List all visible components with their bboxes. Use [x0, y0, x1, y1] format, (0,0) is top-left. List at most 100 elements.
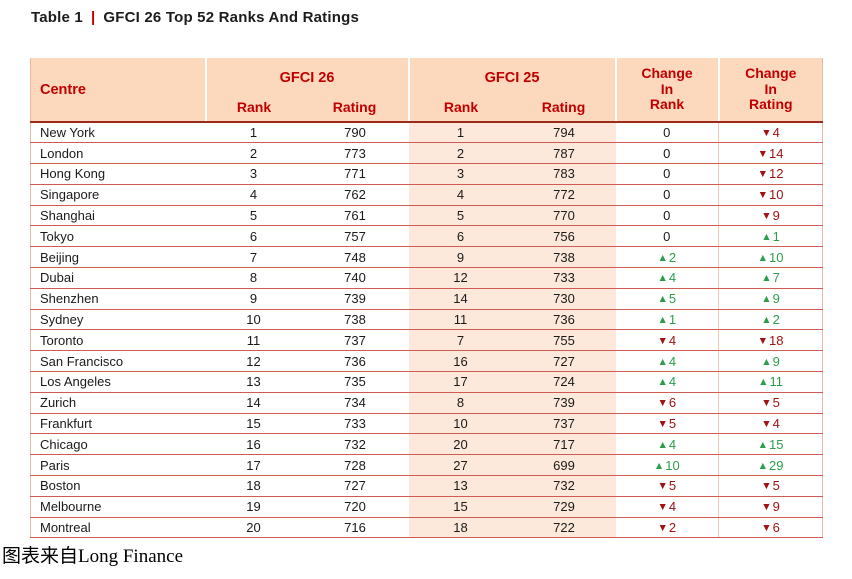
centre-cell: Dubai — [30, 267, 206, 289]
down-arrow-icon: ▼ — [657, 480, 668, 493]
up-arrow-icon: ▲ — [761, 355, 772, 368]
chg-rank-cell: ▲1 — [615, 309, 720, 331]
gfci26-rating-cell: 740 — [301, 267, 409, 289]
change-value: 1 — [668, 312, 677, 328]
table-row: Los Angeles 13 735 17 724 ▲4 ▲11 — [30, 371, 823, 393]
table-row: Beijing 7 748 9 738 ▲2 ▲10 — [30, 246, 823, 269]
gfci25-rating-cell: 772 — [512, 184, 616, 206]
gfci26-rating-cell: 728 — [301, 454, 409, 477]
gfci26-rank-cell: 19 — [205, 496, 302, 518]
change-value: 5 — [668, 416, 677, 432]
chg-rank-cell: 0 — [615, 205, 720, 227]
table-row: Paris 17 728 27 699 ▲10 ▲29 — [30, 454, 823, 477]
centre-cell: San Francisco — [30, 350, 206, 373]
down-arrow-icon: ▼ — [761, 522, 772, 535]
header-gfci26-group: GFCI 26 — [205, 58, 410, 98]
gfci25-rank-cell: 11 — [408, 309, 513, 331]
up-arrow-icon: ▲ — [757, 438, 768, 451]
up-arrow-icon: ▲ — [653, 459, 665, 472]
header-gfci25-rank: Rank — [408, 98, 513, 123]
gfci25-rank-cell: 27 — [408, 454, 513, 477]
centre-cell: Tokyo — [30, 225, 206, 248]
change-value: 9 — [772, 353, 780, 369]
chg-rating-cell: ▼5 — [718, 392, 823, 414]
table-body: New York 1 790 1 794 0 ▼4 London 2 773 2 787 0 ▼14 Hon… — [30, 122, 823, 539]
chg-rank-cell: 0 — [615, 184, 720, 206]
table-row: Dubai 8 740 12 733 ▲4 ▲7 — [30, 267, 823, 289]
down-arrow-icon: ▼ — [761, 418, 772, 431]
table-row: Tokyo 6 757 6 756 0 ▲1 — [30, 225, 823, 248]
table-row: Shenzhen 9 739 14 730 ▲5 ▲9 — [30, 288, 823, 310]
gfci26-rating-cell: 738 — [301, 309, 409, 331]
gfci26-rating-cell: 748 — [301, 246, 409, 269]
chg-rank-cell: ▼5 — [615, 413, 720, 435]
change-value: 2 — [772, 312, 780, 328]
table-row: Toronto 11 737 7 755 ▼4 ▼18 — [30, 329, 823, 352]
up-arrow-icon: ▲ — [757, 459, 768, 472]
table-row: London 2 773 2 787 0 ▼14 — [30, 142, 823, 165]
gfci26-rating-cell: 727 — [301, 475, 409, 497]
gfci25-rating-cell: 770 — [512, 205, 616, 227]
gfci25-rating-cell: 699 — [512, 454, 616, 477]
chg-rating-cell: ▲11 — [718, 371, 823, 393]
chg-rank-cell: ▲4 — [615, 371, 720, 393]
chg-rank-cell: 0 — [615, 142, 720, 165]
down-arrow-icon: ▼ — [657, 522, 668, 535]
gfci25-rank-cell: 4 — [408, 184, 513, 206]
change-value: 2 — [668, 249, 677, 265]
gfci26-rank-cell: 18 — [205, 475, 302, 497]
chg-rating-cell: ▲1 — [718, 225, 823, 248]
gfci26-rank-cell: 7 — [205, 246, 302, 269]
chg-rank-cell: ▲5 — [615, 288, 720, 310]
centre-cell: Paris — [30, 454, 206, 477]
gfci26-rank-cell: 20 — [205, 517, 302, 539]
table-row: Hong Kong 3 771 3 783 0 ▼12 — [30, 163, 823, 185]
up-arrow-icon: ▲ — [657, 355, 668, 368]
table-row: Shanghai 5 761 5 770 0 ▼9 — [30, 205, 823, 227]
header-change-in-rating: Change In Rating — [718, 58, 823, 123]
change-value: 2 — [668, 520, 677, 536]
gfci26-rank-cell: 3 — [205, 163, 302, 185]
change-value: 4 — [668, 270, 677, 286]
change-value: 5 — [772, 478, 780, 494]
gfci26-rank-cell: 6 — [205, 225, 302, 248]
chg-rank-cell: ▼5 — [615, 475, 720, 497]
down-arrow-icon: ▼ — [657, 501, 668, 514]
change-value: 15 — [769, 436, 784, 452]
change-value: 4 — [772, 416, 780, 432]
gfci25-rating-cell: 738 — [512, 246, 616, 269]
gfci25-rating-cell: 730 — [512, 288, 616, 310]
gfci25-rank-cell: 17 — [408, 371, 513, 393]
down-arrow-icon: ▼ — [757, 189, 768, 202]
change-value: 4 — [668, 353, 677, 369]
centre-cell: Melbourne — [30, 496, 206, 518]
up-arrow-icon: ▲ — [657, 272, 668, 285]
gfci25-rank-cell: 2 — [408, 142, 513, 165]
chg-rank-cell: ▲10 — [615, 454, 720, 477]
down-arrow-icon: ▼ — [761, 210, 772, 223]
gfci26-rank-cell: 10 — [205, 309, 302, 331]
down-arrow-icon: ▼ — [757, 147, 768, 160]
chg-rating-cell: ▼6 — [718, 517, 823, 539]
title-separator: | — [90, 9, 96, 26]
gfci26-rank-cell: 5 — [205, 205, 302, 227]
table-row: Montreal 20 716 18 722 ▼2 ▼6 — [30, 517, 823, 539]
chg-rating-cell: ▼14 — [718, 142, 823, 165]
change-value: 7 — [772, 270, 780, 286]
table-row: Melbourne 19 720 15 729 ▼4 ▼9 — [30, 496, 823, 518]
gfci25-rating-cell: 736 — [512, 309, 616, 331]
gfci26-rating-cell: 736 — [301, 350, 409, 373]
change-value: 4 — [668, 332, 677, 348]
change-value: 14 — [769, 145, 784, 161]
gfci26-rank-cell: 17 — [205, 454, 302, 477]
gfci26-rating-cell: 720 — [301, 496, 409, 518]
gfci26-rank-cell: 2 — [205, 142, 302, 165]
gfci25-rating-cell: 722 — [512, 517, 616, 539]
table-header: Centre GFCI 26 GFCI 25 Change In Rank Ch… — [30, 58, 823, 123]
change-value: 9 — [772, 499, 780, 515]
gfci25-rating-cell: 737 — [512, 413, 616, 435]
centre-cell: London — [30, 142, 206, 165]
gfci26-rank-cell: 16 — [205, 433, 302, 456]
chg-rating-cell: ▲15 — [718, 433, 823, 456]
source-caption: 图表来自Long Finance — [2, 546, 184, 567]
